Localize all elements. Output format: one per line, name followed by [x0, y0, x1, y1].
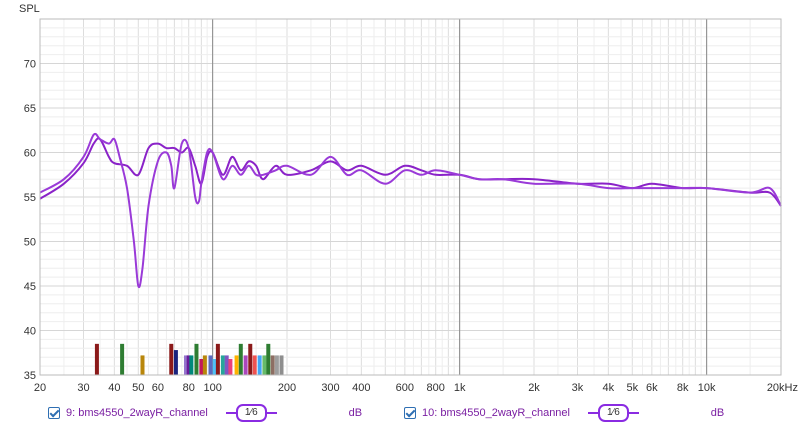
- x-tick-label: 30: [77, 382, 89, 394]
- x-tick-label: 3k: [572, 382, 584, 394]
- marker-bar: [257, 355, 262, 375]
- x-tick-label: 8k: [677, 382, 689, 394]
- x-tick-label: 20kHz: [767, 382, 798, 394]
- x-tick-label: 40: [108, 382, 120, 394]
- x-axis-ticks: 20 30 40 50 60 80 100 200 300 400 600 800 1k 2k 3k 4k 5k…: [34, 382, 798, 394]
- marker-bars: [94, 343, 284, 375]
- marker-bar: [208, 355, 213, 375]
- marker-bar: [186, 355, 191, 375]
- frequency-response-chart: 35 40 45 50 55 60 65 70 20 30 40 50 60 80 100 200 300 40…: [19, 3, 798, 394]
- x-tick-label: 4k: [603, 382, 615, 394]
- y-tick-label: 60: [24, 148, 36, 160]
- marker-bar: [183, 355, 188, 375]
- marker-bar: [274, 355, 279, 375]
- x-tick-label: 300: [321, 382, 339, 394]
- x-tick-label: 400: [352, 382, 370, 394]
- marker-bar: [120, 343, 125, 375]
- marker-bar: [262, 355, 267, 375]
- series-1-visibility-checkbox[interactable]: [48, 407, 60, 419]
- marker-bar: [199, 358, 204, 375]
- marker-bar: [202, 355, 207, 375]
- marker-bar: [212, 358, 217, 375]
- marker-bar: [194, 343, 199, 375]
- grid-minor: [40, 19, 781, 375]
- x-tick-label: 1k: [454, 382, 466, 394]
- series-2-smoothing-value: 1⁄6: [598, 404, 629, 422]
- series-lines: [39, 132, 782, 289]
- series-1-smoothing[interactable]: 1⁄6: [225, 404, 277, 422]
- marker-bar: [224, 355, 229, 375]
- marker-bar: [266, 343, 271, 375]
- marker-bar: [238, 343, 243, 375]
- marker-bar: [173, 350, 178, 375]
- marker-bar: [270, 355, 275, 375]
- grid-major: [212, 19, 708, 375]
- y-tick-label: 50: [24, 237, 36, 249]
- legend-series-1: 9: bms4550_2wayR_channel 1⁄6 dB: [48, 402, 362, 424]
- marker-bar: [220, 355, 225, 375]
- x-tick-label: 20: [34, 382, 46, 394]
- x-tick-label: 600: [396, 382, 414, 394]
- y-tick-label: 40: [24, 326, 36, 338]
- marker-bar: [140, 355, 145, 375]
- x-tick-label: 60: [152, 382, 164, 394]
- marker-bar: [234, 355, 239, 375]
- series-2-smoothing[interactable]: 1⁄6: [588, 404, 639, 422]
- marker-bar: [94, 343, 99, 375]
- series-2-unit: dB: [710, 407, 725, 419]
- marker-bar: [169, 343, 174, 375]
- x-tick-label: 5k: [626, 382, 638, 394]
- y-tick-label: 70: [24, 59, 36, 71]
- x-tick-label: 800: [427, 382, 445, 394]
- y-axis-label: SPL: [19, 3, 40, 15]
- series-2-visibility-checkbox[interactable]: [404, 407, 416, 419]
- y-tick-label: 65: [24, 103, 36, 115]
- marker-bar: [243, 355, 248, 375]
- y-tick-label: 35: [24, 370, 36, 382]
- x-tick-label: 200: [278, 382, 296, 394]
- marker-bar: [189, 355, 194, 375]
- marker-bar: [228, 358, 233, 375]
- series-line-2: [39, 132, 782, 289]
- series-1-unit: dB: [348, 407, 363, 419]
- series-1-name[interactable]: 9: bms4550_2wayR_channel: [66, 407, 208, 419]
- marker-bar: [252, 355, 257, 375]
- y-axis-ticks: 35 40 45 50 55 60 65 70: [24, 59, 36, 383]
- x-tick-label: 80: [183, 382, 195, 394]
- plot-border: [39, 18, 782, 376]
- series-1-smoothing-value: 1⁄6: [235, 404, 267, 422]
- x-tick-label: 10k: [698, 382, 716, 394]
- x-tick-label: 6k: [646, 382, 658, 394]
- legend-series-2: 10: bms4550_2wayR_channel 1⁄6 dB: [404, 402, 724, 424]
- marker-bar: [215, 343, 220, 375]
- y-tick-label: 55: [24, 192, 36, 204]
- series-2-name[interactable]: 10: bms4550_2wayR_channel: [422, 407, 570, 419]
- x-tick-label: 2k: [528, 382, 540, 394]
- marker-bar: [279, 355, 284, 375]
- x-tick-label: 50: [132, 382, 144, 394]
- y-tick-label: 45: [24, 281, 36, 293]
- x-tick-label: 100: [203, 382, 221, 394]
- marker-bar: [248, 343, 253, 375]
